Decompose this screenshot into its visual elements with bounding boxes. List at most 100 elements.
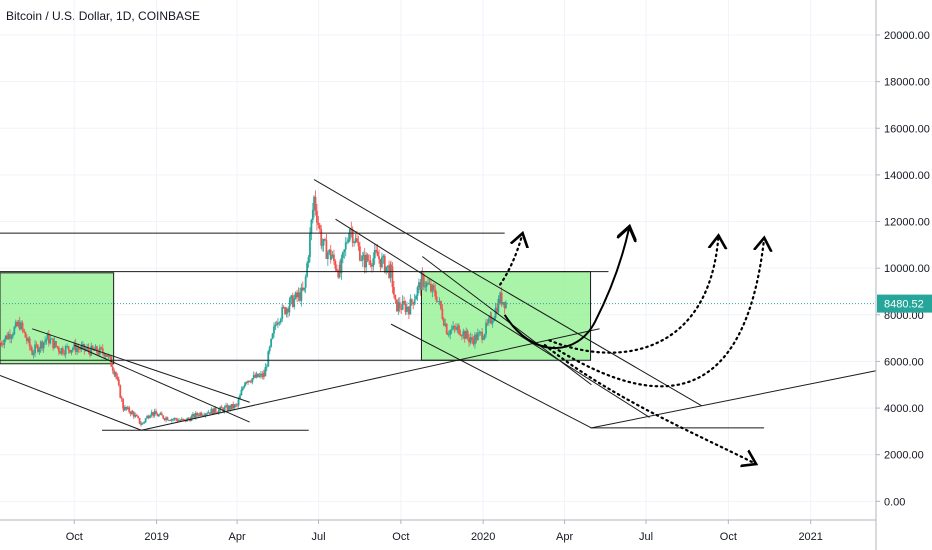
candle-body: [90, 345, 93, 356]
candle-body: [270, 338, 273, 347]
candle-body: [435, 296, 438, 302]
candle-body: [210, 408, 213, 414]
candle-body: [113, 372, 116, 375]
x-tick-label: Jul: [639, 531, 653, 543]
candle-body: [254, 375, 257, 378]
candle-body: [249, 381, 252, 383]
candle-body: [463, 331, 466, 339]
candle-body: [273, 326, 275, 334]
candle-body: [346, 241, 349, 243]
candle-body: [91, 345, 94, 350]
candle-body: [122, 399, 125, 409]
candle-body: [160, 413, 163, 416]
candle-body: [453, 326, 456, 328]
candle-body: [281, 307, 284, 320]
candle-body: [343, 249, 346, 253]
candle-body: [219, 406, 222, 410]
candle-body: [125, 406, 128, 410]
candle-body: [76, 348, 79, 352]
candle-body: [392, 287, 395, 295]
candle-body: [330, 256, 332, 260]
candle-body: [478, 332, 481, 334]
candle-body: [39, 341, 42, 349]
candle-body: [297, 292, 300, 298]
candle-body: [475, 334, 478, 341]
candle-body: [255, 373, 258, 378]
candle-body: [47, 333, 50, 344]
candle-body: [348, 229, 351, 240]
candle-body: [313, 196, 315, 210]
candle-body: [178, 420, 180, 422]
candle-body: [162, 415, 165, 419]
candle-body: [334, 260, 337, 269]
candle-body: [180, 418, 183, 421]
candle-body: [209, 412, 211, 414]
candle-body: [490, 315, 493, 324]
candle-body: [220, 406, 223, 409]
candle-body: [46, 333, 49, 340]
candle-body: [204, 413, 207, 416]
candle-body: [317, 222, 320, 225]
x-tick-label: 2019: [144, 531, 168, 543]
candle-body: [173, 418, 176, 420]
candle-body: [422, 274, 425, 287]
candle-body: [289, 297, 291, 306]
candle-body: [135, 414, 138, 417]
candle-body: [485, 322, 487, 335]
candle-body: [376, 251, 379, 257]
candle-body: [452, 326, 455, 330]
candle-body: [368, 260, 370, 262]
candle-body: [61, 348, 64, 354]
candle-body: [294, 292, 297, 299]
candle-body: [49, 338, 52, 344]
candle-body: [468, 337, 470, 343]
candle-body: [420, 273, 423, 290]
candle-body: [6, 335, 9, 340]
candle-body: [340, 257, 343, 274]
candle-body: [100, 347, 103, 349]
candle-body: [261, 373, 264, 378]
trend-line: [141, 328, 600, 431]
candle-body: [339, 264, 341, 274]
candle-body: [41, 341, 44, 349]
candle-body: [80, 345, 83, 350]
candle-body: [107, 355, 110, 357]
candle-body: [175, 418, 177, 420]
candle-body: [236, 404, 239, 406]
candle-body: [42, 342, 45, 349]
candle-body: [326, 252, 329, 259]
candle-body: [96, 346, 98, 353]
candle-body: [369, 260, 372, 265]
candle-body: [143, 421, 146, 423]
candle-body: [73, 343, 76, 349]
candle-body: [279, 319, 282, 323]
candle-body: [413, 299, 416, 305]
candle-body: [126, 407, 129, 410]
chart-title: Bitcoin / U.S. Dollar, 1D, COINBASE: [6, 9, 201, 23]
candle-body: [120, 397, 123, 400]
trend-line: [335, 218, 650, 418]
candle-body: [391, 266, 394, 288]
candle-body: [247, 380, 249, 383]
candle-body: [128, 407, 131, 413]
candle-body: [307, 257, 310, 264]
candle-body: [196, 412, 199, 416]
y-tick-label: 18000.00: [884, 77, 930, 89]
candle-body: [300, 287, 303, 301]
candle-body: [337, 270, 340, 278]
candle-body: [288, 305, 291, 313]
candle-body: [81, 343, 84, 346]
candle-body: [101, 348, 104, 353]
candle-body: [441, 308, 444, 319]
candle-body: [362, 254, 365, 256]
candle-body: [418, 282, 420, 288]
candle-body: [277, 322, 279, 325]
candle-body: [71, 348, 74, 351]
candle-body: [472, 339, 475, 345]
candle-body: [257, 373, 259, 378]
candle-body: [408, 309, 410, 315]
candle-body: [229, 405, 232, 409]
candle-body: [432, 285, 435, 290]
candle-body: [129, 412, 132, 415]
